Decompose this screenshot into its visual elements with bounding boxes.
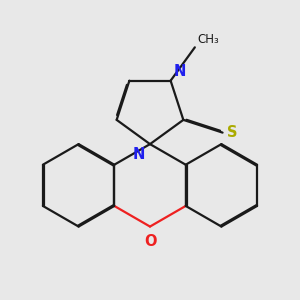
Text: CH₃: CH₃ — [198, 33, 220, 46]
Text: N: N — [133, 147, 145, 162]
Text: S: S — [227, 125, 238, 140]
Text: N: N — [174, 64, 186, 80]
Text: O: O — [144, 234, 156, 249]
